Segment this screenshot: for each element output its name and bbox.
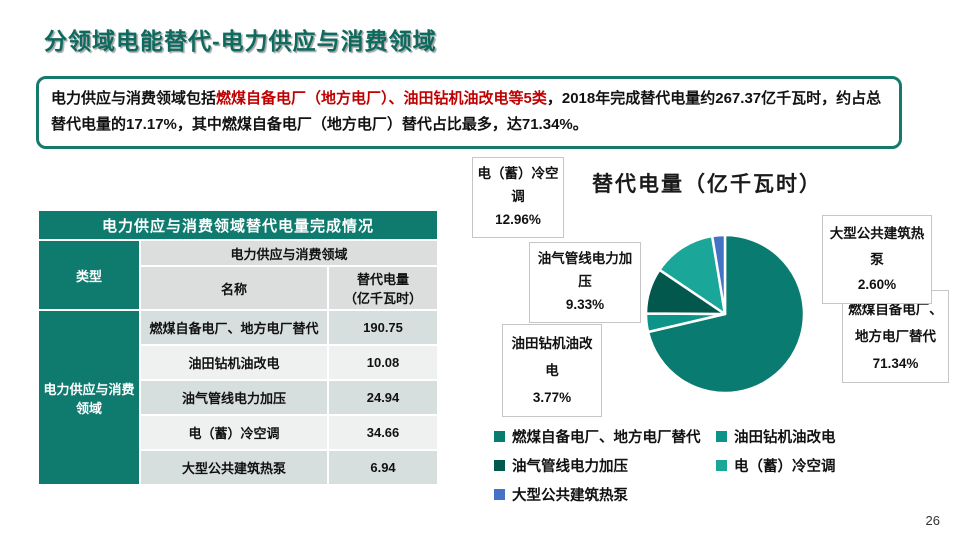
row-group-cell: 电力供应与消费领域 xyxy=(39,311,139,484)
callout-percent: 9.33% xyxy=(565,296,605,312)
row-value: 34.66 xyxy=(329,416,438,449)
row-name: 燃煤自备电厂、地方电厂替代 xyxy=(141,311,327,344)
legend-item: 油气管线电力加压 xyxy=(494,455,716,476)
legend-item: 油田钻机油改电 xyxy=(716,426,924,447)
row-name: 油田钻机油改电 xyxy=(141,346,327,379)
legend-label: 大型公共建筑热泵 xyxy=(512,488,628,504)
table-row: 油气管线电力加压 24.94 xyxy=(39,381,438,414)
group-header-cell: 电力供应与消费领域 xyxy=(141,241,438,265)
table-row: 大型公共建筑热泵 6.94 xyxy=(39,451,438,484)
callout-percent: 3.77% xyxy=(532,390,572,405)
intro-box: 电力供应与消费领域包括燃煤自备电厂（地方电厂）、油田钻机油改电等5类，2018年… xyxy=(36,76,902,149)
legend-label: 油田钻机油改电 xyxy=(734,430,836,446)
row-value: 6.94 xyxy=(329,451,438,484)
legend-label: 油气管线电力加压 xyxy=(512,459,628,475)
row-value: 24.94 xyxy=(329,381,438,414)
page-title: 分领域电能替代-电力供应与消费领域 xyxy=(44,28,437,54)
intro-segment-red: 燃煤自备电厂（地方电厂）、油田钻机油改电等5类 xyxy=(216,90,547,107)
value-header-cell: 替代电量 （亿千瓦时） xyxy=(329,267,438,309)
intro-text: 电力供应与消费领域包括燃煤自备电厂（地方电厂）、油田钻机油改电等5类，2018年… xyxy=(51,86,887,139)
legend-item: 电（蓄）冷空调 xyxy=(716,455,924,476)
chart-legend: 燃煤自备电厂、地方电厂替代 油田钻机油改电 油气管线电力加压 电（蓄）冷空调 大… xyxy=(494,426,924,505)
table-header-row-2: 名称 替代电量 （亿千瓦时） xyxy=(39,267,438,309)
legend-swatch-icon xyxy=(716,460,727,471)
callout-percent: 12.96% xyxy=(495,211,541,227)
pie-callout-drilling-rig: 油田钻机油改电 3.77% xyxy=(502,324,602,417)
table-title: 电力供应与消费领域替代电量完成情况 xyxy=(39,211,438,239)
page-number: 26 xyxy=(925,513,940,528)
table-row: 电力供应与消费领域 燃煤自备电厂、地方电厂替代 190.75 xyxy=(39,311,438,484)
pie-callout-heat-pump: 大型公共建筑热泵 2.60% xyxy=(822,215,932,304)
pie-callout-cold-storage-ac: 电（蓄）冷空调 12.96% xyxy=(472,157,564,238)
replacement-table: 电力供应与消费领域替代电量完成情况 类型 电力供应与消费领域 名称 替代电量 （… xyxy=(37,209,439,486)
legend-label: 燃煤自备电厂、地方电厂替代 xyxy=(512,430,701,446)
legend-item: 燃煤自备电厂、地方电厂替代 xyxy=(494,426,716,447)
legend-item: 大型公共建筑热泵 xyxy=(494,484,716,505)
pie-slice-4 xyxy=(710,233,727,316)
legend-swatch-icon xyxy=(494,460,505,471)
row-name: 电（蓄）冷空调 xyxy=(141,416,327,449)
legend-swatch-icon xyxy=(494,489,505,500)
table: 电力供应与消费领域替代电量完成情况 类型 电力供应与消费领域 名称 替代电量 （… xyxy=(37,209,439,486)
table-row: 电（蓄）冷空调 34.66 xyxy=(39,416,438,449)
callout-label: 油气管线电力加压 xyxy=(537,251,633,289)
pie-callout-coal-fired-plant: 燃煤自备电厂、地方电厂替代 71.34% xyxy=(842,290,949,383)
intro-segment-black: 电力供应与消费领域包括 xyxy=(51,90,217,107)
row-name: 大型公共建筑热泵 xyxy=(141,451,327,484)
table-row: 油田钻机油改电 10.08 xyxy=(39,346,438,379)
callout-label: 油田钻机油改电 xyxy=(511,336,593,378)
callout-percent: 71.34% xyxy=(872,356,919,371)
callout-label: 燃煤自备电厂、地方电厂替代 xyxy=(848,302,943,344)
legend-label: 电（蓄）冷空调 xyxy=(734,459,836,475)
callout-label: 大型公共建筑热泵 xyxy=(829,226,925,267)
legend-swatch-icon xyxy=(494,431,505,442)
table-header-row-1: 类型 电力供应与消费领域 xyxy=(39,241,438,309)
intro-segment-black: ，2018年完成替代电量约267.37亿千瓦时，约占总替代电量的17.17%，其… xyxy=(51,90,882,134)
callout-percent: 2.60% xyxy=(857,277,897,293)
pie-chart xyxy=(644,233,806,395)
type-header-cell: 类型 xyxy=(39,241,139,309)
table-title-row: 电力供应与消费领域替代电量完成情况 xyxy=(39,211,438,239)
row-value: 190.75 xyxy=(329,311,438,344)
row-value: 10.08 xyxy=(329,346,438,379)
legend-swatch-icon xyxy=(716,431,727,442)
callout-label: 电（蓄）冷空调 xyxy=(477,166,559,204)
pie-callout-pipeline-pressurization: 油气管线电力加压 9.33% xyxy=(529,242,641,323)
chart-title: 替代电量（亿千瓦时） xyxy=(592,173,822,196)
row-name: 油气管线电力加压 xyxy=(141,381,327,414)
name-header-cell: 名称 xyxy=(141,267,327,309)
